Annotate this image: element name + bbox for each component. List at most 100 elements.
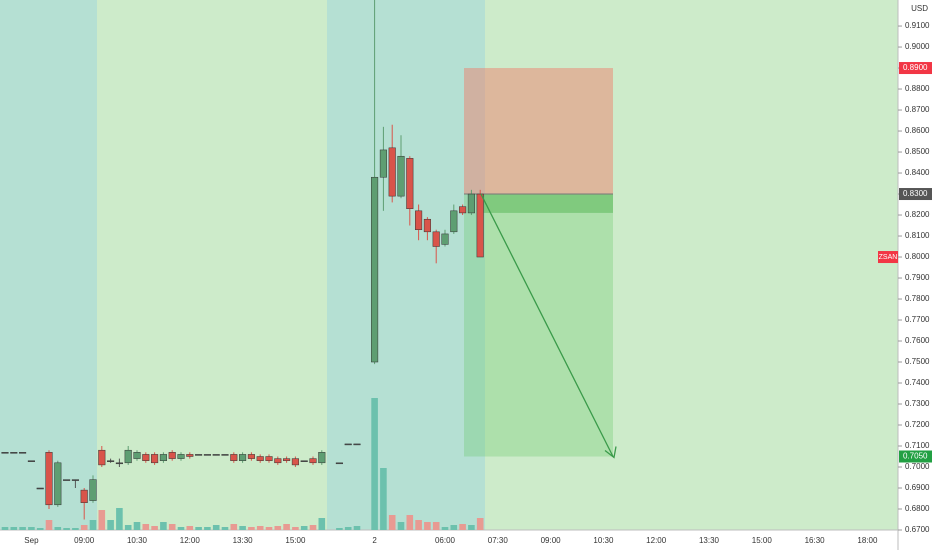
y-tick-label: 0.7300 bbox=[905, 399, 930, 408]
y-tick-label: 0.9100 bbox=[905, 21, 930, 30]
y-tick-label: 0.9000 bbox=[905, 42, 930, 51]
candle-body bbox=[177, 454, 185, 459]
y-tick-label: 0.8100 bbox=[905, 231, 930, 240]
price-tag bbox=[899, 188, 932, 201]
plot bbox=[1, 0, 617, 530]
volume-bar bbox=[388, 515, 396, 530]
volume-bar bbox=[318, 518, 326, 530]
candle-body bbox=[1, 452, 9, 454]
symbol-tag bbox=[878, 251, 898, 264]
projection-arrow bbox=[480, 193, 614, 457]
candle-body bbox=[247, 454, 255, 459]
volume-bar bbox=[336, 528, 343, 530]
y-tick-label: 0.7600 bbox=[905, 336, 930, 345]
target-zone bbox=[464, 194, 613, 457]
price-tag bbox=[899, 450, 932, 463]
volume-bar bbox=[283, 524, 290, 530]
x-tick-label: 09:00 bbox=[74, 536, 95, 545]
candle-body bbox=[283, 458, 291, 461]
candle-body bbox=[133, 452, 141, 459]
y-tick-label: 0.8800 bbox=[905, 84, 930, 93]
candle-body bbox=[107, 460, 115, 462]
y-tick-label: 0.8400 bbox=[905, 168, 930, 177]
candle-body bbox=[63, 479, 71, 481]
x-tick-label: 10:30 bbox=[593, 536, 614, 545]
volume-bar bbox=[63, 528, 70, 530]
y-tick-label: 0.7400 bbox=[905, 378, 930, 387]
volume-bar bbox=[300, 526, 308, 530]
candle-body bbox=[71, 479, 79, 481]
volume-bar bbox=[424, 522, 431, 530]
candle-body bbox=[406, 158, 414, 209]
candle-body bbox=[203, 454, 211, 456]
volume-bar bbox=[98, 510, 106, 530]
volume-bar bbox=[186, 526, 194, 530]
x-tick-label: 06:00 bbox=[435, 536, 456, 545]
candle-body bbox=[195, 454, 203, 456]
price-tag bbox=[899, 62, 932, 75]
regular-session bbox=[97, 0, 327, 530]
y-tick-label: 0.8000 bbox=[905, 252, 930, 261]
volume-bar bbox=[432, 522, 440, 530]
volume-bar bbox=[212, 525, 220, 530]
candle-body bbox=[80, 489, 88, 503]
x-tick-label: 18:00 bbox=[857, 536, 878, 545]
volume-bar bbox=[72, 528, 79, 530]
candle-body bbox=[476, 193, 484, 258]
price-tag-label: 0.8900 bbox=[903, 63, 928, 72]
volume-bar bbox=[142, 524, 150, 530]
y-tick-label: 0.8500 bbox=[905, 147, 930, 156]
volume-bar bbox=[441, 527, 449, 530]
price-tag-label: 0.7050 bbox=[903, 452, 928, 461]
candle-body bbox=[335, 462, 343, 465]
candle-body bbox=[45, 452, 53, 506]
candle-body bbox=[432, 231, 440, 247]
volume-bar bbox=[204, 527, 211, 530]
candle-body bbox=[54, 462, 62, 506]
x-tick-label: 09:00 bbox=[541, 536, 562, 545]
candle-body bbox=[415, 210, 423, 230]
volume-bar bbox=[89, 520, 97, 530]
volume-bar bbox=[450, 525, 458, 530]
volume-bar bbox=[406, 515, 414, 530]
candle-body bbox=[379, 149, 387, 178]
x-tick-label: 13:30 bbox=[233, 536, 254, 545]
y-tick-label: 0.8600 bbox=[905, 126, 930, 135]
x-tick-label: Sep bbox=[24, 536, 39, 545]
candle-body bbox=[459, 206, 467, 214]
volume-bar bbox=[36, 528, 44, 530]
y-tick-label: 0.7000 bbox=[905, 462, 930, 471]
x-tick-label: 12:00 bbox=[646, 536, 667, 545]
y-tick-label: 0.7800 bbox=[905, 294, 930, 303]
y-tick-label: 0.6800 bbox=[905, 504, 930, 513]
volume-bar bbox=[54, 527, 62, 530]
candle-body bbox=[309, 458, 317, 464]
candle-body bbox=[89, 479, 97, 501]
y-tick-label: 0.8700 bbox=[905, 105, 930, 114]
volume-bar bbox=[274, 526, 282, 530]
candle-body bbox=[10, 452, 18, 454]
volume-bar bbox=[292, 527, 299, 530]
candle-body bbox=[256, 456, 264, 461]
y-tick-label: 0.7700 bbox=[905, 315, 930, 324]
volume-bar bbox=[107, 520, 114, 530]
candle-body bbox=[19, 452, 27, 454]
candle-body bbox=[151, 454, 159, 464]
volume-bar bbox=[151, 526, 158, 530]
candle-body bbox=[142, 454, 150, 461]
currency: USD bbox=[911, 4, 928, 13]
y-tick-label: 0.7500 bbox=[905, 357, 930, 366]
volume-bar bbox=[459, 524, 466, 530]
symbol-tag-label: ZSAN bbox=[879, 254, 898, 261]
extended-session bbox=[327, 0, 485, 530]
volume-bar bbox=[1, 527, 9, 530]
volume-bar bbox=[397, 522, 405, 530]
volume-bar bbox=[28, 527, 35, 530]
regular-session bbox=[485, 0, 898, 530]
volume-bar bbox=[371, 398, 378, 530]
candle-body bbox=[344, 443, 352, 446]
volume-bar bbox=[380, 468, 387, 530]
volume-bar bbox=[116, 508, 123, 530]
stop-zone bbox=[464, 68, 613, 195]
